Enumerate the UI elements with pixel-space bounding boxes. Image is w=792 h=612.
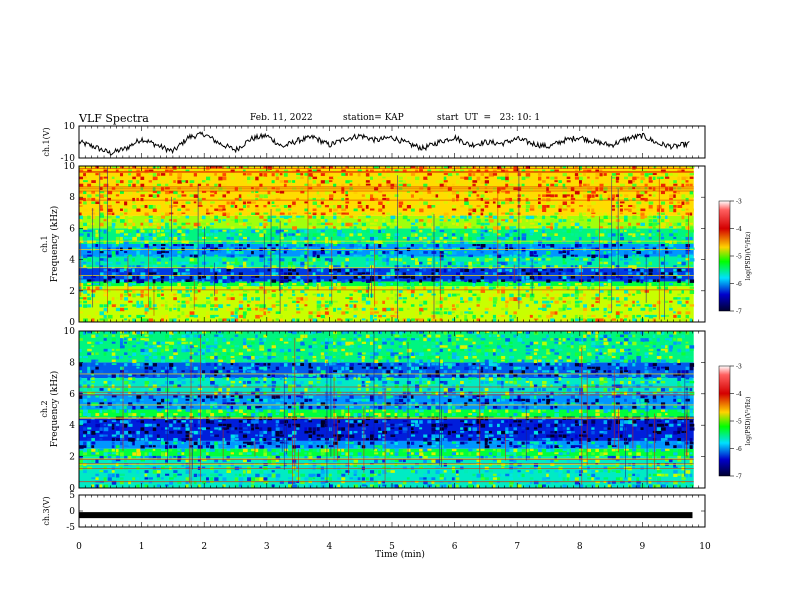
- ch1-spec-ytick-label: 8: [69, 193, 75, 203]
- x-tick-label: 9: [640, 542, 646, 552]
- ch2-spec-ytick-label: 2: [69, 453, 75, 463]
- ch1-wave-line: [78, 131, 690, 156]
- ch3-wave-ytick-label: -5: [66, 523, 75, 533]
- date-label: Feb. 11, 2022: [250, 113, 313, 123]
- ch1-spectrogram-panel: [78, 165, 706, 323]
- ch3-wave-ytick-label: 0: [69, 507, 75, 517]
- ch2-spec-ytick-label: 10: [64, 327, 76, 337]
- station-label: station= KAP: [343, 113, 404, 123]
- colorbar-tick-label: -6: [736, 281, 742, 288]
- ch2-spec-prefix: ch.2: [40, 400, 49, 417]
- colorbar-tick-label: -7: [736, 309, 742, 316]
- ch2-spec-ytick-label: 6: [69, 390, 75, 400]
- ch1-spec-ytick-label: 0: [69, 318, 75, 328]
- ch2-spectrogram-lines: [79, 330, 694, 487]
- ch1-spec-ytick-label: 4: [69, 256, 75, 266]
- colorbar-tick-label: -7: [736, 474, 742, 481]
- ch2-spec-ytick-label: 0: [69, 484, 75, 494]
- colorbar-ch2-label: log(PSD)(V²/Hz): [745, 397, 752, 446]
- colorbar-tick-label: -4: [736, 391, 742, 398]
- colorbar-ch2: log(PSD)(V²/Hz) -3 -4 -5 -6 -7: [718, 364, 752, 481]
- ch1-wave-ytick-label: -10: [61, 154, 76, 164]
- start-time-label: start UT = 23: 10: 1: [437, 113, 541, 123]
- ch1-wave-ylabel: ch.1(V): [42, 127, 51, 156]
- colorbar-tick-label: -3: [736, 364, 742, 371]
- x-tick-label: 7: [514, 542, 520, 552]
- colorbar-tick-label: -5: [736, 254, 742, 261]
- ch3-wave-ylabel: ch.3(V): [42, 496, 51, 525]
- ch3-wave-ytick-label: 5: [69, 491, 75, 501]
- x-tick-label: 8: [577, 542, 583, 552]
- ch2-spec-ytick-label: 4: [69, 421, 75, 431]
- x-tick-label: 1: [139, 542, 145, 552]
- ch1-spec-ytick-label: 10: [64, 162, 76, 172]
- ch1-spec-ytick-label: 6: [69, 224, 75, 234]
- x-tick-label: 6: [452, 542, 458, 552]
- ch2-spectrogram-texture: [79, 331, 695, 489]
- x-tick-label: 2: [201, 542, 207, 552]
- x-tick-label: 10: [699, 542, 711, 552]
- plot-title: VLF Spectra: [79, 112, 149, 125]
- colorbar-tick-label: -3: [736, 199, 742, 206]
- colorbar-tick-label: -6: [736, 446, 742, 453]
- ch2-spec-ylabel: Frequency (kHz): [49, 371, 60, 448]
- colorbar-tick-label: -4: [736, 226, 742, 233]
- ch1-spec-ylabel: Frequency (kHz): [49, 206, 60, 283]
- ch2-spectrogram-panel: [78, 330, 706, 489]
- ch2-spec-ytick-label: 8: [69, 358, 75, 368]
- x-tick-label: 5: [389, 542, 395, 552]
- x-tick-label: 0: [76, 542, 82, 552]
- ch1-spec-prefix: ch.1: [40, 235, 49, 252]
- ch1-spectrogram-texture: [79, 166, 695, 323]
- ch1-wave-ytick-label: 10: [64, 122, 76, 132]
- x-tick-label: 4: [327, 542, 333, 552]
- colorbar-ch1: log(PSD)(V²/Hz) -3 -4 -5 -6 -7: [718, 199, 752, 316]
- colorbar-ch1-label: log(PSD)(V²/Hz): [745, 232, 752, 281]
- ch1-spectrogram-lines: [79, 166, 694, 320]
- x-tick-label: 3: [264, 542, 270, 552]
- colorbar-tick-label: -5: [736, 419, 742, 426]
- x-axis-title: Time (min): [375, 549, 425, 560]
- ch1-spec-ytick-label: 2: [69, 287, 75, 297]
